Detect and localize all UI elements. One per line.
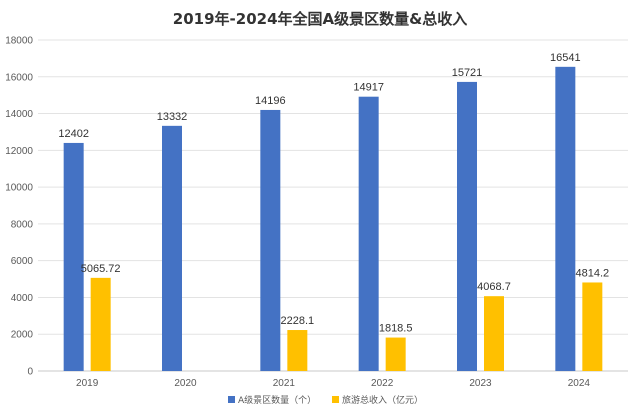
legend: A级景区数量（个） 旅游总收入（亿元） [228,394,423,406]
bar-tourism-revenue [385,337,406,371]
legend-swatch [332,396,339,403]
gridlines [38,39,628,372]
y-axis-ticks: 0 2000 4000 6000 8000 10000 12000 14000 16000 180… [5,36,33,378]
data-label: 16541 [550,52,581,64]
bar-tourism-revenue [90,277,111,371]
bar-scenic-count [162,125,182,372]
data-label: 4068.7 [477,281,511,293]
bar-scenic-count [555,66,576,371]
bars [63,66,603,372]
data-label: 14917 [353,82,384,94]
data-label: 2228.1 [281,315,315,327]
data-label: 14196 [255,95,286,107]
data-labels: 12402 5065.72 13332 14196 2228.1 14917 1818.5 1… [58,52,609,335]
data-label: 12402 [58,128,89,140]
legend-label: 旅游总收入（亿元） [342,394,423,406]
x-tick-label: 2019 [76,378,99,389]
bar-scenic-count [63,142,84,371]
legend-label: A级景区数量（个） [238,394,316,406]
data-label: 15721 [452,67,483,79]
y-tick-label: 8000 [11,219,34,230]
x-tick-label: 2024 [568,378,591,389]
y-tick-label: 10000 [5,183,33,194]
data-label: 1818.5 [379,323,413,335]
legend-swatch [228,396,235,403]
bar-tourism-revenue [484,296,504,371]
y-tick-label: 6000 [11,256,34,267]
x-axis-ticks: 2019 2020 2021 2022 2023 2024 [76,378,590,389]
data-label: 5065.72 [81,263,121,275]
y-tick-label: 16000 [5,72,33,83]
y-tick-label: 4000 [11,293,34,304]
y-tick-label: 18000 [5,36,33,47]
y-tick-label: 0 [27,367,33,378]
bar-tourism-revenue [287,330,308,371]
bar-scenic-count [358,96,379,372]
bar-tourism-revenue [582,282,603,371]
bar-scenic-count [260,109,281,372]
y-tick-label: 12000 [5,146,33,157]
y-tick-label: 2000 [11,330,34,341]
data-label: 4814.2 [576,267,610,279]
bar-scenic-count [457,81,477,372]
chart-title: 2019年-2024年全国A级景区数量&总收入 [173,10,467,28]
x-tick-label: 2020 [174,378,197,389]
y-tick-label: 14000 [5,109,33,120]
x-tick-label: 2022 [371,378,394,389]
x-tick-label: 2021 [273,378,296,389]
x-tick-label: 2023 [469,378,492,389]
data-label: 13332 [157,111,188,123]
